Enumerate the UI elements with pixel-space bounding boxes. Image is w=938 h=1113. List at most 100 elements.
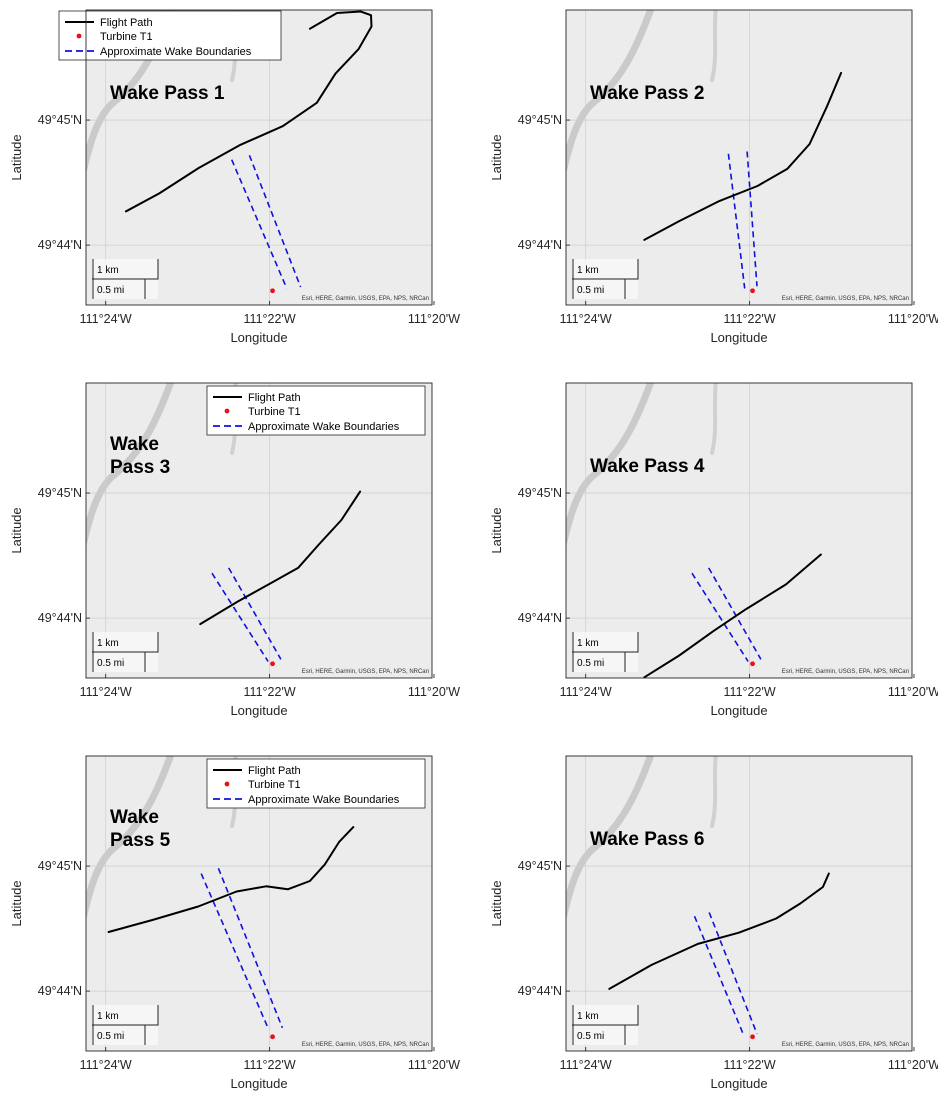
x-tick-label: 111°20'W <box>888 312 938 326</box>
attribution-credit: Esri, HERE, Garmin, USGS, EPA, NPS, NRCa… <box>302 669 429 675</box>
creek-stroke <box>710 756 718 828</box>
scalebar: 1 km 0.5 mi <box>92 1005 159 1045</box>
legend-box <box>58 10 282 61</box>
map-svg: 1 km 0.5 mi Esri, HERE, Garmin, USGS, EPA,… <box>9 755 460 1091</box>
x-tick-label: 111°22'W <box>724 685 776 699</box>
y-tick-label: 49°45'N <box>38 859 82 873</box>
wake-boundary-1 <box>230 159 288 289</box>
x-tick-label: 111°20'W <box>408 685 460 699</box>
turbine-marker <box>270 1034 275 1040</box>
scalebar-km-label: 1 km <box>577 638 599 649</box>
x-tick-label: 111°22'W <box>244 312 296 326</box>
legend-entry-2: Turbine T1 <box>248 406 301 418</box>
scalebar: 1 km 0.5 mi <box>572 632 639 672</box>
flight-path <box>124 10 373 213</box>
x-tick-label: 111°22'W <box>244 685 296 699</box>
panel-title-line-1: Wake Pass 2 <box>590 83 704 104</box>
x-tick-label: 111°24'W <box>80 312 132 326</box>
map-svg: 1 km 0.5 mi Esri, HERE, Garmin, USGS, EPA,… <box>489 755 938 1091</box>
legend-box <box>206 385 426 436</box>
panel-title-line-2: Pass 3 <box>110 457 170 478</box>
y-tick-label: 49°44'N <box>38 238 82 252</box>
scalebar-mi-label: 0.5 mi <box>577 1031 604 1042</box>
legend-turbine-swatch <box>76 33 82 39</box>
scalebar-mi-label: 0.5 mi <box>577 658 604 669</box>
panel-title-line-1: Wake <box>110 807 159 828</box>
axes-frame <box>85 755 433 1052</box>
x-tick-label: 111°24'W <box>560 685 612 699</box>
basemap-layer <box>566 383 912 678</box>
scalebar-mi-label: 0.5 mi <box>577 285 604 296</box>
y-axis-label: Latitude <box>9 134 24 180</box>
creek-stroke <box>710 10 718 82</box>
scalebar-km-label: 1 km <box>97 638 119 649</box>
turbine-marker <box>270 661 275 667</box>
legend-entry-2: Turbine T1 <box>248 779 301 791</box>
map-panel-4: 1 km 0.5 mi Esri, HERE, Garmin, USGS, EPA,… <box>480 373 938 740</box>
turbine-marker <box>750 661 755 667</box>
scalebar: 1 km 0.5 mi <box>92 259 159 299</box>
y-tick-label: 49°44'N <box>38 611 82 625</box>
basemap-background <box>566 756 912 1051</box>
y-tick-label: 49°44'N <box>38 984 82 998</box>
scalebar-km-label: 1 km <box>577 265 599 276</box>
river-stroke <box>86 756 175 921</box>
x-tick-label: 111°24'W <box>560 312 612 326</box>
x-tick-label: 111°24'W <box>560 1058 612 1072</box>
legend-entry-1: Flight Path <box>100 17 153 29</box>
wake-boundary-2 <box>746 151 758 287</box>
map-panel-2: 1 km 0.5 mi Esri, HERE, Garmin, USGS, EPA,… <box>480 0 938 367</box>
axes-frame <box>565 382 913 679</box>
y-tick-label: 49°45'N <box>518 113 562 127</box>
flight-path <box>643 71 843 241</box>
panel-title-line-1: Wake Pass 1 <box>110 83 225 104</box>
flight-path <box>643 553 822 678</box>
y-tick-label: 49°45'N <box>38 113 82 127</box>
panel-title-line-2: Pass 5 <box>110 830 171 851</box>
scalebar: 1 km 0.5 mi <box>572 259 639 299</box>
wake-boundary-2 <box>248 155 302 288</box>
legend-entry-3: Approximate Wake Boundaries <box>100 46 252 58</box>
wake-boundary-1 <box>693 915 745 1036</box>
map-legend: Flight Path Turbine T1 Approximate Wake Bo… <box>206 758 426 809</box>
river-stroke <box>566 10 655 175</box>
map-svg: 1 km 0.5 mi Esri, HERE, Garmin, USGS, EPA,… <box>9 382 460 718</box>
y-tick-label: 49°45'N <box>518 859 562 873</box>
attribution-credit: Esri, HERE, Garmin, USGS, EPA, NPS, NRCa… <box>302 296 429 302</box>
x-tick-label: 111°20'W <box>408 1058 460 1072</box>
legend-entry-3: Approximate Wake Boundaries <box>248 421 400 433</box>
scalebar: 1 km 0.5 mi <box>92 632 159 672</box>
x-tick-label: 111°22'W <box>724 1058 776 1072</box>
basemap-layer <box>566 10 912 305</box>
attribution-credit: Esri, HERE, Garmin, USGS, EPA, NPS, NRCa… <box>782 669 909 675</box>
x-axis-label: Longitude <box>710 330 767 345</box>
scalebar-km-label: 1 km <box>97 1011 119 1022</box>
river-stroke <box>566 383 655 548</box>
axes-frame <box>565 9 913 306</box>
scalebar-mi-line <box>572 1024 626 1045</box>
scalebar-mi-line <box>92 1024 146 1045</box>
panel-title-line-1: Wake Pass 6 <box>590 829 704 850</box>
wake-boundary-2 <box>217 868 284 1029</box>
y-axis-label: Latitude <box>489 134 504 180</box>
legend-entry-1: Flight Path <box>248 765 301 777</box>
wake-boundary-2 <box>228 567 282 660</box>
wake-boundary-1 <box>200 873 270 1030</box>
y-tick-label: 49°45'N <box>38 486 82 500</box>
wake-boundary-1 <box>691 572 749 662</box>
x-tick-label: 111°20'W <box>408 312 460 326</box>
y-tick-label: 49°44'N <box>518 611 562 625</box>
flight-path <box>608 872 830 990</box>
scalebar-mi-line <box>572 651 626 672</box>
scalebar-mi-label: 0.5 mi <box>97 1031 124 1042</box>
map-legend: Flight Path Turbine T1 Approximate Wake Bo… <box>206 385 426 436</box>
basemap-background <box>566 10 912 305</box>
x-tick-label: 111°22'W <box>244 1058 296 1072</box>
wake-boundary-2 <box>708 912 758 1035</box>
map-panel-1: 1 km 0.5 mi Esri, HERE, Garmin, USGS, EPA,… <box>0 0 469 367</box>
legend-box <box>206 758 426 809</box>
scalebar-mi-label: 0.5 mi <box>97 658 124 669</box>
attribution-credit: Esri, HERE, Garmin, USGS, EPA, NPS, NRCa… <box>302 1042 429 1048</box>
panel-title-line-1: Wake Pass 4 <box>590 456 705 477</box>
scalebar-mi-label: 0.5 mi <box>97 285 124 296</box>
